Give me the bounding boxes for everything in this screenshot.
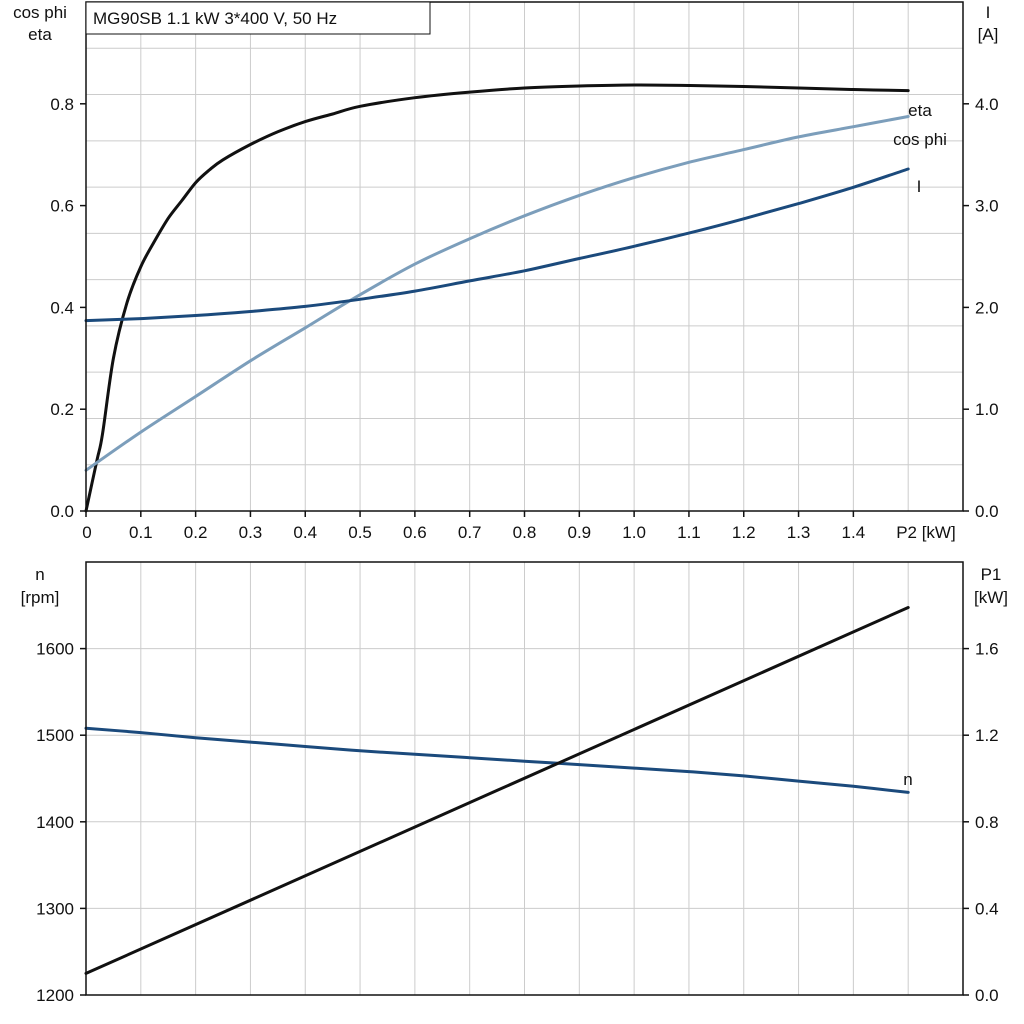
chart-title: MG90SB 1.1 kW 3*400 V, 50 Hz xyxy=(93,9,337,28)
left-axis-tick-label: 1600 xyxy=(36,640,74,659)
right-axis-tick-label: 1.2 xyxy=(975,726,999,745)
series-label-n: n xyxy=(903,770,912,789)
right-axis-tick-label: 1.6 xyxy=(975,640,999,659)
x-axis-tick-label: 0.4 xyxy=(293,523,317,542)
chart-panel-2 xyxy=(80,561,969,996)
left-axis-tick-label: 1400 xyxy=(36,813,74,832)
right-axis-title: I xyxy=(986,3,991,22)
left-axis-tick-label: 1200 xyxy=(36,986,74,1005)
x-axis-tick-label: 0.8 xyxy=(513,523,537,542)
chart-panel-1 xyxy=(80,1,969,517)
right-axis-title: P1 xyxy=(981,565,1002,584)
series-line-eta xyxy=(84,83,910,513)
right-axis-tick-label: 3.0 xyxy=(975,197,999,216)
right-axis-tick-label: 0.0 xyxy=(975,986,999,1005)
left-axis-tick-label: 0.4 xyxy=(50,298,74,317)
right-axis-title: [kW] xyxy=(974,588,1008,607)
left-axis-title: eta xyxy=(28,25,52,44)
gridlines xyxy=(86,2,963,511)
x-axis-tick-label: 0.3 xyxy=(239,523,263,542)
series-line-cos-phi xyxy=(84,115,910,472)
x-axis-tick-label: 0 xyxy=(82,523,91,542)
x-axis-tick-label: 0.2 xyxy=(184,523,208,542)
right-axis-tick-label: 1.0 xyxy=(975,400,999,419)
x-axis-tick-label: 1.4 xyxy=(842,523,866,542)
left-axis-tick-label: 0.8 xyxy=(50,95,74,114)
x-axis-tick-label: 0.9 xyxy=(567,523,591,542)
left-axis-tick-label: 0.2 xyxy=(50,400,74,419)
left-axis-title: n xyxy=(35,565,44,584)
plot-frame xyxy=(85,561,964,996)
x-axis-tick-label: 1.0 xyxy=(622,523,646,542)
series-label-i: I xyxy=(917,177,922,196)
right-axis-tick-label: 2.0 xyxy=(975,298,999,317)
left-axis-tick-label: 1500 xyxy=(36,726,74,745)
x-axis-tick-label: 1.3 xyxy=(787,523,811,542)
series-line-p1 xyxy=(84,606,910,975)
series-line-n xyxy=(84,726,910,794)
x-axis-tick-label: 0.5 xyxy=(348,523,372,542)
left-axis-tick-label: 0.0 xyxy=(50,502,74,521)
info-box xyxy=(85,1,431,35)
x-axis-tick-label: 0.1 xyxy=(129,523,153,542)
series-line-i xyxy=(84,167,910,323)
x-axis-tick-label: 1.1 xyxy=(677,523,701,542)
right-axis-title: [A] xyxy=(978,25,999,44)
x-axis-tick-label: 0.7 xyxy=(458,523,482,542)
left-axis-tick-label: 0.6 xyxy=(50,197,74,216)
x-axis-title: P2 [kW] xyxy=(896,523,956,542)
series-label-eta: eta xyxy=(908,101,932,120)
left-axis-title: cos phi xyxy=(13,3,67,22)
right-axis-tick-label: 4.0 xyxy=(975,95,999,114)
right-axis-tick-label: 0.0 xyxy=(975,502,999,521)
left-axis-title: [rpm] xyxy=(21,588,60,607)
series-label-cos-phi: cos phi xyxy=(893,130,947,149)
x-axis-tick-label: 1.2 xyxy=(732,523,756,542)
right-axis-tick-label: 0.8 xyxy=(975,813,999,832)
right-axis-tick-label: 0.4 xyxy=(975,899,999,918)
x-axis-tick-label: 0.6 xyxy=(403,523,427,542)
left-axis-tick-label: 1300 xyxy=(36,899,74,918)
